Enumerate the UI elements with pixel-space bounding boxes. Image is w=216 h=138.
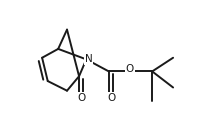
Text: N: N: [85, 54, 93, 64]
Text: O: O: [78, 93, 86, 103]
Text: O: O: [108, 93, 116, 103]
Text: O: O: [125, 64, 134, 75]
